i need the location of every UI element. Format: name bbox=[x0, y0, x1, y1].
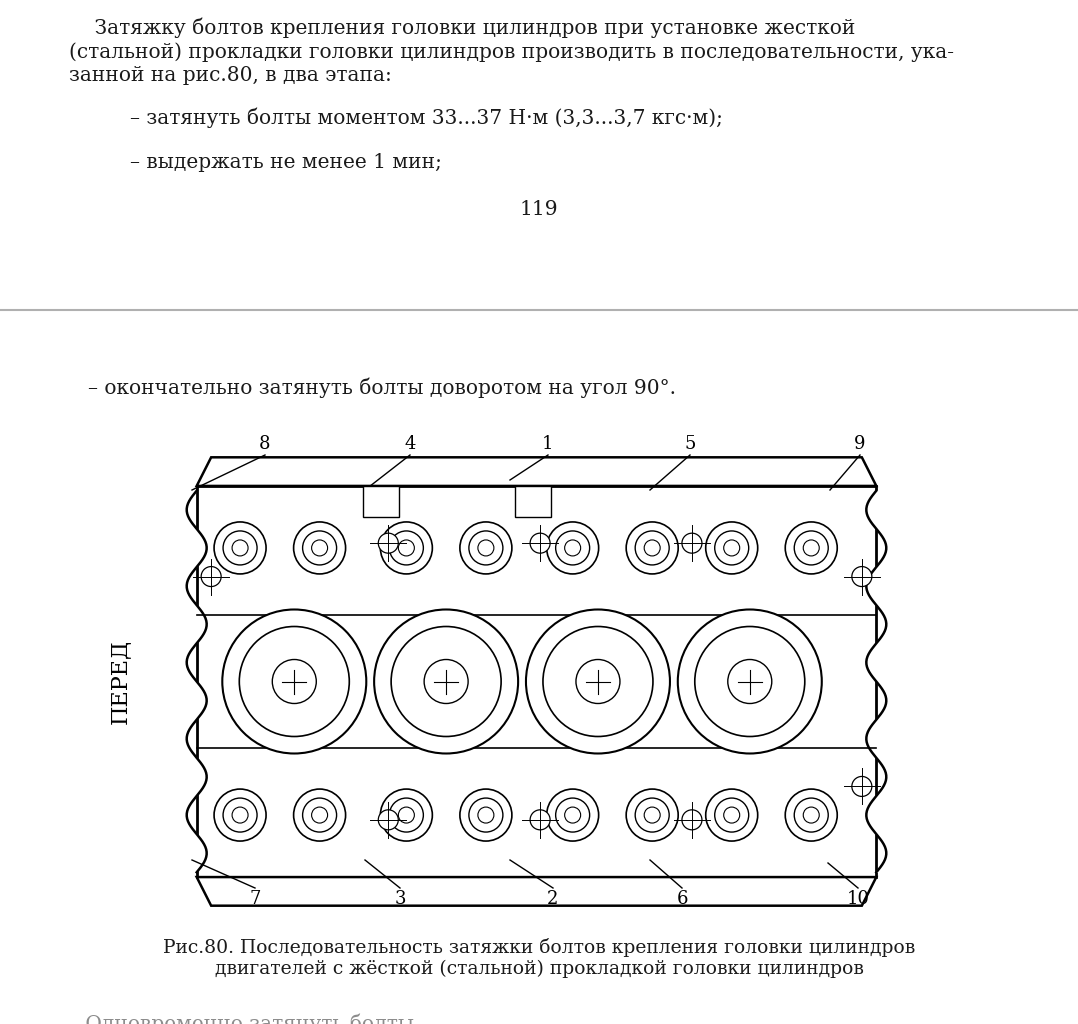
Text: 119: 119 bbox=[520, 200, 558, 219]
Text: 6: 6 bbox=[676, 890, 688, 908]
Circle shape bbox=[526, 609, 669, 754]
Circle shape bbox=[706, 790, 758, 841]
Text: – Одновременно затянуть болты...: – Одновременно затянуть болты... bbox=[69, 1013, 433, 1024]
Circle shape bbox=[645, 540, 660, 556]
Circle shape bbox=[478, 807, 494, 823]
Circle shape bbox=[378, 534, 398, 553]
Bar bbox=[196, 486, 876, 878]
Bar bbox=[515, 486, 551, 517]
Circle shape bbox=[223, 798, 257, 833]
Circle shape bbox=[785, 790, 838, 841]
Circle shape bbox=[389, 530, 424, 565]
Circle shape bbox=[312, 807, 328, 823]
Circle shape bbox=[803, 540, 819, 556]
Circle shape bbox=[399, 540, 414, 556]
Circle shape bbox=[215, 522, 266, 573]
Circle shape bbox=[555, 530, 590, 565]
Text: 4: 4 bbox=[404, 435, 416, 453]
Circle shape bbox=[469, 798, 503, 833]
Circle shape bbox=[794, 530, 828, 565]
Circle shape bbox=[273, 659, 316, 703]
Circle shape bbox=[303, 530, 336, 565]
Polygon shape bbox=[196, 458, 876, 486]
Circle shape bbox=[374, 609, 519, 754]
Circle shape bbox=[389, 798, 424, 833]
Circle shape bbox=[460, 522, 512, 573]
Circle shape bbox=[635, 798, 669, 833]
Circle shape bbox=[555, 798, 590, 833]
Text: Затяжку болтов крепления головки цилиндров при установке жесткой: Затяжку болтов крепления головки цилиндр… bbox=[69, 18, 855, 39]
Circle shape bbox=[635, 530, 669, 565]
Circle shape bbox=[728, 659, 772, 703]
Text: 2: 2 bbox=[548, 890, 558, 908]
Polygon shape bbox=[196, 878, 876, 905]
Text: 5: 5 bbox=[685, 435, 695, 453]
Circle shape bbox=[530, 534, 550, 553]
Text: Рис.80. Последовательность затяжки болтов крепления головки цилиндров: Рис.80. Последовательность затяжки болто… bbox=[163, 938, 915, 957]
Text: 8: 8 bbox=[259, 435, 271, 453]
Text: 10: 10 bbox=[846, 890, 870, 908]
Text: – затянуть болты моментом 33...37 Н·м (3,3...3,7 кгс·м);: – затянуть болты моментом 33...37 Н·м (3… bbox=[130, 108, 723, 128]
Text: – окончательно затянуть болты доворотом на угол 90°.: – окончательно затянуть болты доворотом … bbox=[88, 378, 676, 398]
Text: (стальной) прокладки головки цилиндров производить в последовательности, ука-: (стальной) прокладки головки цилиндров п… bbox=[69, 42, 954, 61]
Circle shape bbox=[239, 627, 349, 736]
Circle shape bbox=[478, 540, 494, 556]
Circle shape bbox=[232, 540, 248, 556]
Circle shape bbox=[695, 627, 805, 736]
Circle shape bbox=[626, 522, 678, 573]
Text: ПЕРЕД: ПЕРЕД bbox=[109, 639, 132, 724]
Circle shape bbox=[715, 530, 749, 565]
Circle shape bbox=[312, 540, 328, 556]
Circle shape bbox=[723, 540, 740, 556]
Circle shape bbox=[381, 790, 432, 841]
Circle shape bbox=[678, 609, 821, 754]
Circle shape bbox=[576, 659, 620, 703]
Circle shape bbox=[424, 659, 468, 703]
Circle shape bbox=[794, 798, 828, 833]
Text: 1: 1 bbox=[542, 435, 554, 453]
Circle shape bbox=[381, 522, 432, 573]
Circle shape bbox=[785, 522, 838, 573]
Circle shape bbox=[645, 807, 660, 823]
Circle shape bbox=[391, 627, 501, 736]
Bar bbox=[0, 0, 1078, 308]
Circle shape bbox=[293, 790, 346, 841]
Circle shape bbox=[723, 807, 740, 823]
Circle shape bbox=[469, 530, 503, 565]
Text: двигателей с жёсткой (стальной) прокладкой головки цилиндров: двигателей с жёсткой (стальной) прокладк… bbox=[215, 961, 863, 978]
Circle shape bbox=[565, 807, 581, 823]
Circle shape bbox=[293, 522, 346, 573]
Circle shape bbox=[232, 807, 248, 823]
Circle shape bbox=[715, 798, 749, 833]
Text: – выдержать не менее 1 мин;: – выдержать не менее 1 мин; bbox=[130, 153, 442, 172]
Circle shape bbox=[303, 798, 336, 833]
Circle shape bbox=[706, 522, 758, 573]
Circle shape bbox=[223, 530, 257, 565]
Circle shape bbox=[547, 522, 598, 573]
Polygon shape bbox=[167, 490, 207, 872]
Circle shape bbox=[222, 609, 367, 754]
Text: 9: 9 bbox=[854, 435, 866, 453]
Circle shape bbox=[803, 807, 819, 823]
Circle shape bbox=[547, 790, 598, 841]
Circle shape bbox=[626, 790, 678, 841]
Circle shape bbox=[543, 627, 653, 736]
Polygon shape bbox=[867, 490, 907, 872]
Circle shape bbox=[215, 790, 266, 841]
Circle shape bbox=[852, 566, 872, 587]
Circle shape bbox=[682, 534, 702, 553]
Circle shape bbox=[399, 807, 414, 823]
Circle shape bbox=[202, 566, 221, 587]
Circle shape bbox=[378, 810, 398, 829]
Circle shape bbox=[530, 810, 550, 829]
Circle shape bbox=[852, 776, 872, 797]
Bar bbox=[363, 486, 399, 517]
Text: 7: 7 bbox=[249, 890, 261, 908]
Circle shape bbox=[565, 540, 581, 556]
Circle shape bbox=[682, 810, 702, 829]
Text: 3: 3 bbox=[395, 890, 405, 908]
Circle shape bbox=[460, 790, 512, 841]
Bar bbox=[0, 310, 1078, 1024]
Text: занной на рис.80, в два этапа:: занной на рис.80, в два этапа: bbox=[69, 66, 392, 85]
